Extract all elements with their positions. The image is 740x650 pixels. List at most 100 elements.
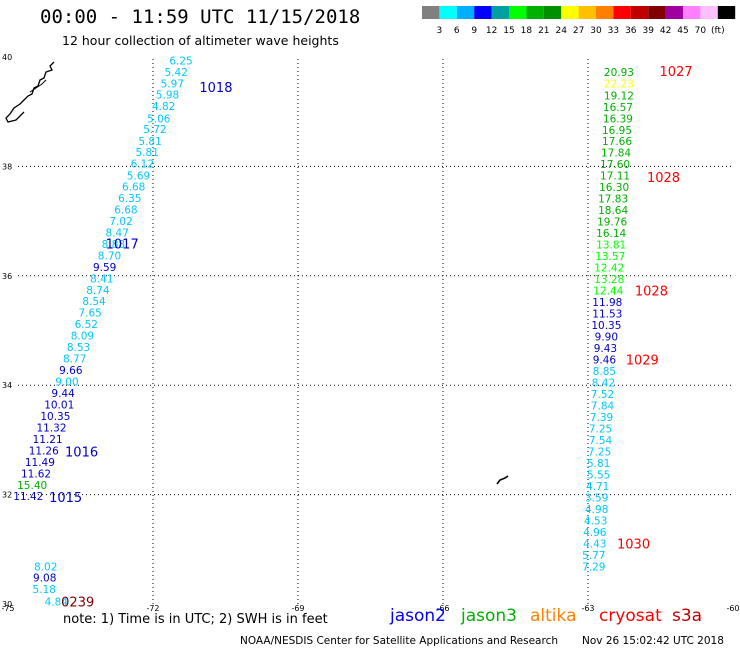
wave-height-value: 6.68 — [122, 182, 145, 194]
wave-height-value: 16.39 — [603, 113, 633, 125]
wave-height-value: 8.42 — [592, 377, 615, 389]
wave-height-value: 8.02 — [34, 561, 57, 573]
legend-swatch — [665, 6, 683, 19]
sat-label-jason3: jason3 — [461, 606, 517, 626]
legend-swatch — [683, 6, 701, 19]
wave-height-value: 5.69 — [127, 171, 150, 183]
wave-height-value: 7.54 — [589, 435, 613, 447]
legend-label: 9 — [471, 26, 477, 36]
wave-height-value: 6.35 — [118, 193, 141, 205]
time-label: 0239 — [61, 595, 94, 610]
wave-height-value: 4.84 — [45, 596, 69, 608]
legend-label: 15 — [503, 26, 514, 36]
wave-height-value: 9.59 — [93, 262, 116, 274]
wave-height-value: 17.11 — [600, 171, 630, 183]
wave-height-value: 4.96 — [583, 527, 607, 539]
legend-swatch — [596, 6, 614, 19]
wave-height-value: 8.41 — [90, 274, 113, 286]
time-label: 1028 — [635, 285, 668, 300]
lon-tick-label: -69 — [291, 604, 304, 613]
wave-height-value: 16.30 — [599, 182, 629, 194]
wave-height-value: 5.42 — [165, 67, 188, 79]
wave-height-value: 16.95 — [602, 125, 632, 137]
wave-height-value: 5.81 — [587, 458, 610, 470]
footer-timestamp: Nov 26 15:02:42 UTC 2018 — [582, 635, 724, 647]
wave-height-value: 8.70 — [98, 251, 121, 263]
time-label: 1018 — [199, 81, 232, 96]
wave-height-value: 4.98 — [585, 504, 608, 516]
time-label: 1028 — [647, 171, 680, 186]
wave-height-value: 5.77 — [582, 550, 605, 562]
lat-tick-label: 32 — [2, 491, 12, 500]
wave-height-value: 4.43 — [583, 538, 606, 550]
wave-height-value: 16.14 — [596, 228, 626, 240]
legend-label: 12 — [486, 26, 497, 36]
wave-height-value: 5.18 — [33, 584, 56, 596]
legend-label: 18 — [521, 26, 533, 36]
legend-swatch — [439, 6, 457, 19]
sat-label-cryosat: cryosat — [599, 606, 662, 626]
lon-tick-label: -60 — [726, 604, 739, 613]
legend-swatch — [526, 6, 544, 19]
wave-height-value: 17.60 — [600, 159, 630, 171]
wave-height-value: 5.98 — [156, 90, 179, 102]
wave-height-value: 5.06 — [147, 113, 171, 125]
legend-label: 27 — [573, 26, 584, 36]
legend-swatch — [630, 6, 649, 19]
track-c: 20.9322.2319.1216.5716.3916.9517.6617.84… — [582, 67, 634, 573]
footer-agency: NOAA/NESDIS Center for Satellite Applica… — [240, 635, 558, 647]
wave-height-value: 7.29 — [582, 561, 605, 573]
legend-swatch — [700, 6, 718, 19]
wave-height-value: 11.53 — [592, 309, 622, 321]
legend-label: 3 — [437, 26, 443, 36]
legend-swatch — [543, 6, 562, 19]
grid — [18, 59, 733, 604]
wave-height-value: 11.98 — [592, 297, 622, 309]
coastline — [5, 61, 55, 123]
wave-height-value: 11.49 — [25, 457, 55, 469]
wave-height-value: 8.85 — [593, 366, 616, 378]
lon-tick-label: -63 — [581, 604, 594, 613]
wave-height-value: 10.35 — [591, 320, 621, 332]
wave-height-value: 7.25 — [588, 446, 611, 458]
legend-swatch — [561, 6, 579, 19]
lon-tick-label: -72 — [146, 604, 159, 613]
wave-height-value: 19.12 — [604, 90, 634, 102]
legend-label: 70 — [695, 26, 707, 36]
wave-height-value: 5.55 — [587, 469, 610, 481]
wave-height-value: 4.82 — [152, 101, 175, 113]
wave-height-value: 7.02 — [109, 216, 132, 228]
wave-height-value: 10.01 — [44, 399, 74, 411]
wave-height-value: 11.42 — [13, 491, 43, 503]
track-b: 8.029.085.184.84 — [33, 561, 69, 608]
track-a: 6.255.425.975.984.825.065.725.815.816.12… — [13, 55, 192, 503]
wave-height-value: 13.57 — [595, 251, 625, 263]
wave-height-value: 6.12 — [131, 159, 154, 171]
time-label: 1027 — [660, 65, 693, 80]
legend-label: 36 — [625, 26, 637, 36]
wave-height-value: 6.52 — [75, 319, 98, 331]
legend-swatch — [509, 6, 527, 19]
wave-height-value: 5.97 — [161, 78, 184, 90]
legend-swatch — [578, 6, 596, 19]
wave-height-value: 11.62 — [21, 468, 51, 480]
axis-labels: -75 -72 -69 -66 -63 -60 30 32 34 36 38 40 — [1, 53, 739, 613]
wave-height-value: 7.39 — [590, 412, 613, 424]
sat-label-s3a: s3a — [672, 606, 703, 626]
legend-label: 24 — [555, 26, 567, 36]
time-label: 1030 — [617, 537, 650, 552]
wave-height-value: 7.65 — [78, 307, 101, 319]
wave-height-value: 8.47 — [106, 228, 129, 240]
wave-height-value: 8.88 — [102, 239, 125, 251]
legend-label: 21 — [538, 26, 549, 36]
wave-height-value: 8.54 — [82, 296, 106, 308]
wave-height-value: 5.81 — [138, 136, 161, 148]
color-scale-legend: 3 6 9 12 15 18 21 24 27 30 33 36 39 42 45 70 (ft) — [422, 6, 736, 36]
wave-height-value: 11.21 — [33, 434, 63, 446]
legend-label: 6 — [454, 26, 460, 36]
wave-height-value: 4.71 — [586, 481, 609, 493]
wave-height-value: 9.08 — [33, 573, 56, 585]
wave-height-value: 10.35 — [40, 411, 70, 423]
legend-swatch — [717, 6, 736, 19]
